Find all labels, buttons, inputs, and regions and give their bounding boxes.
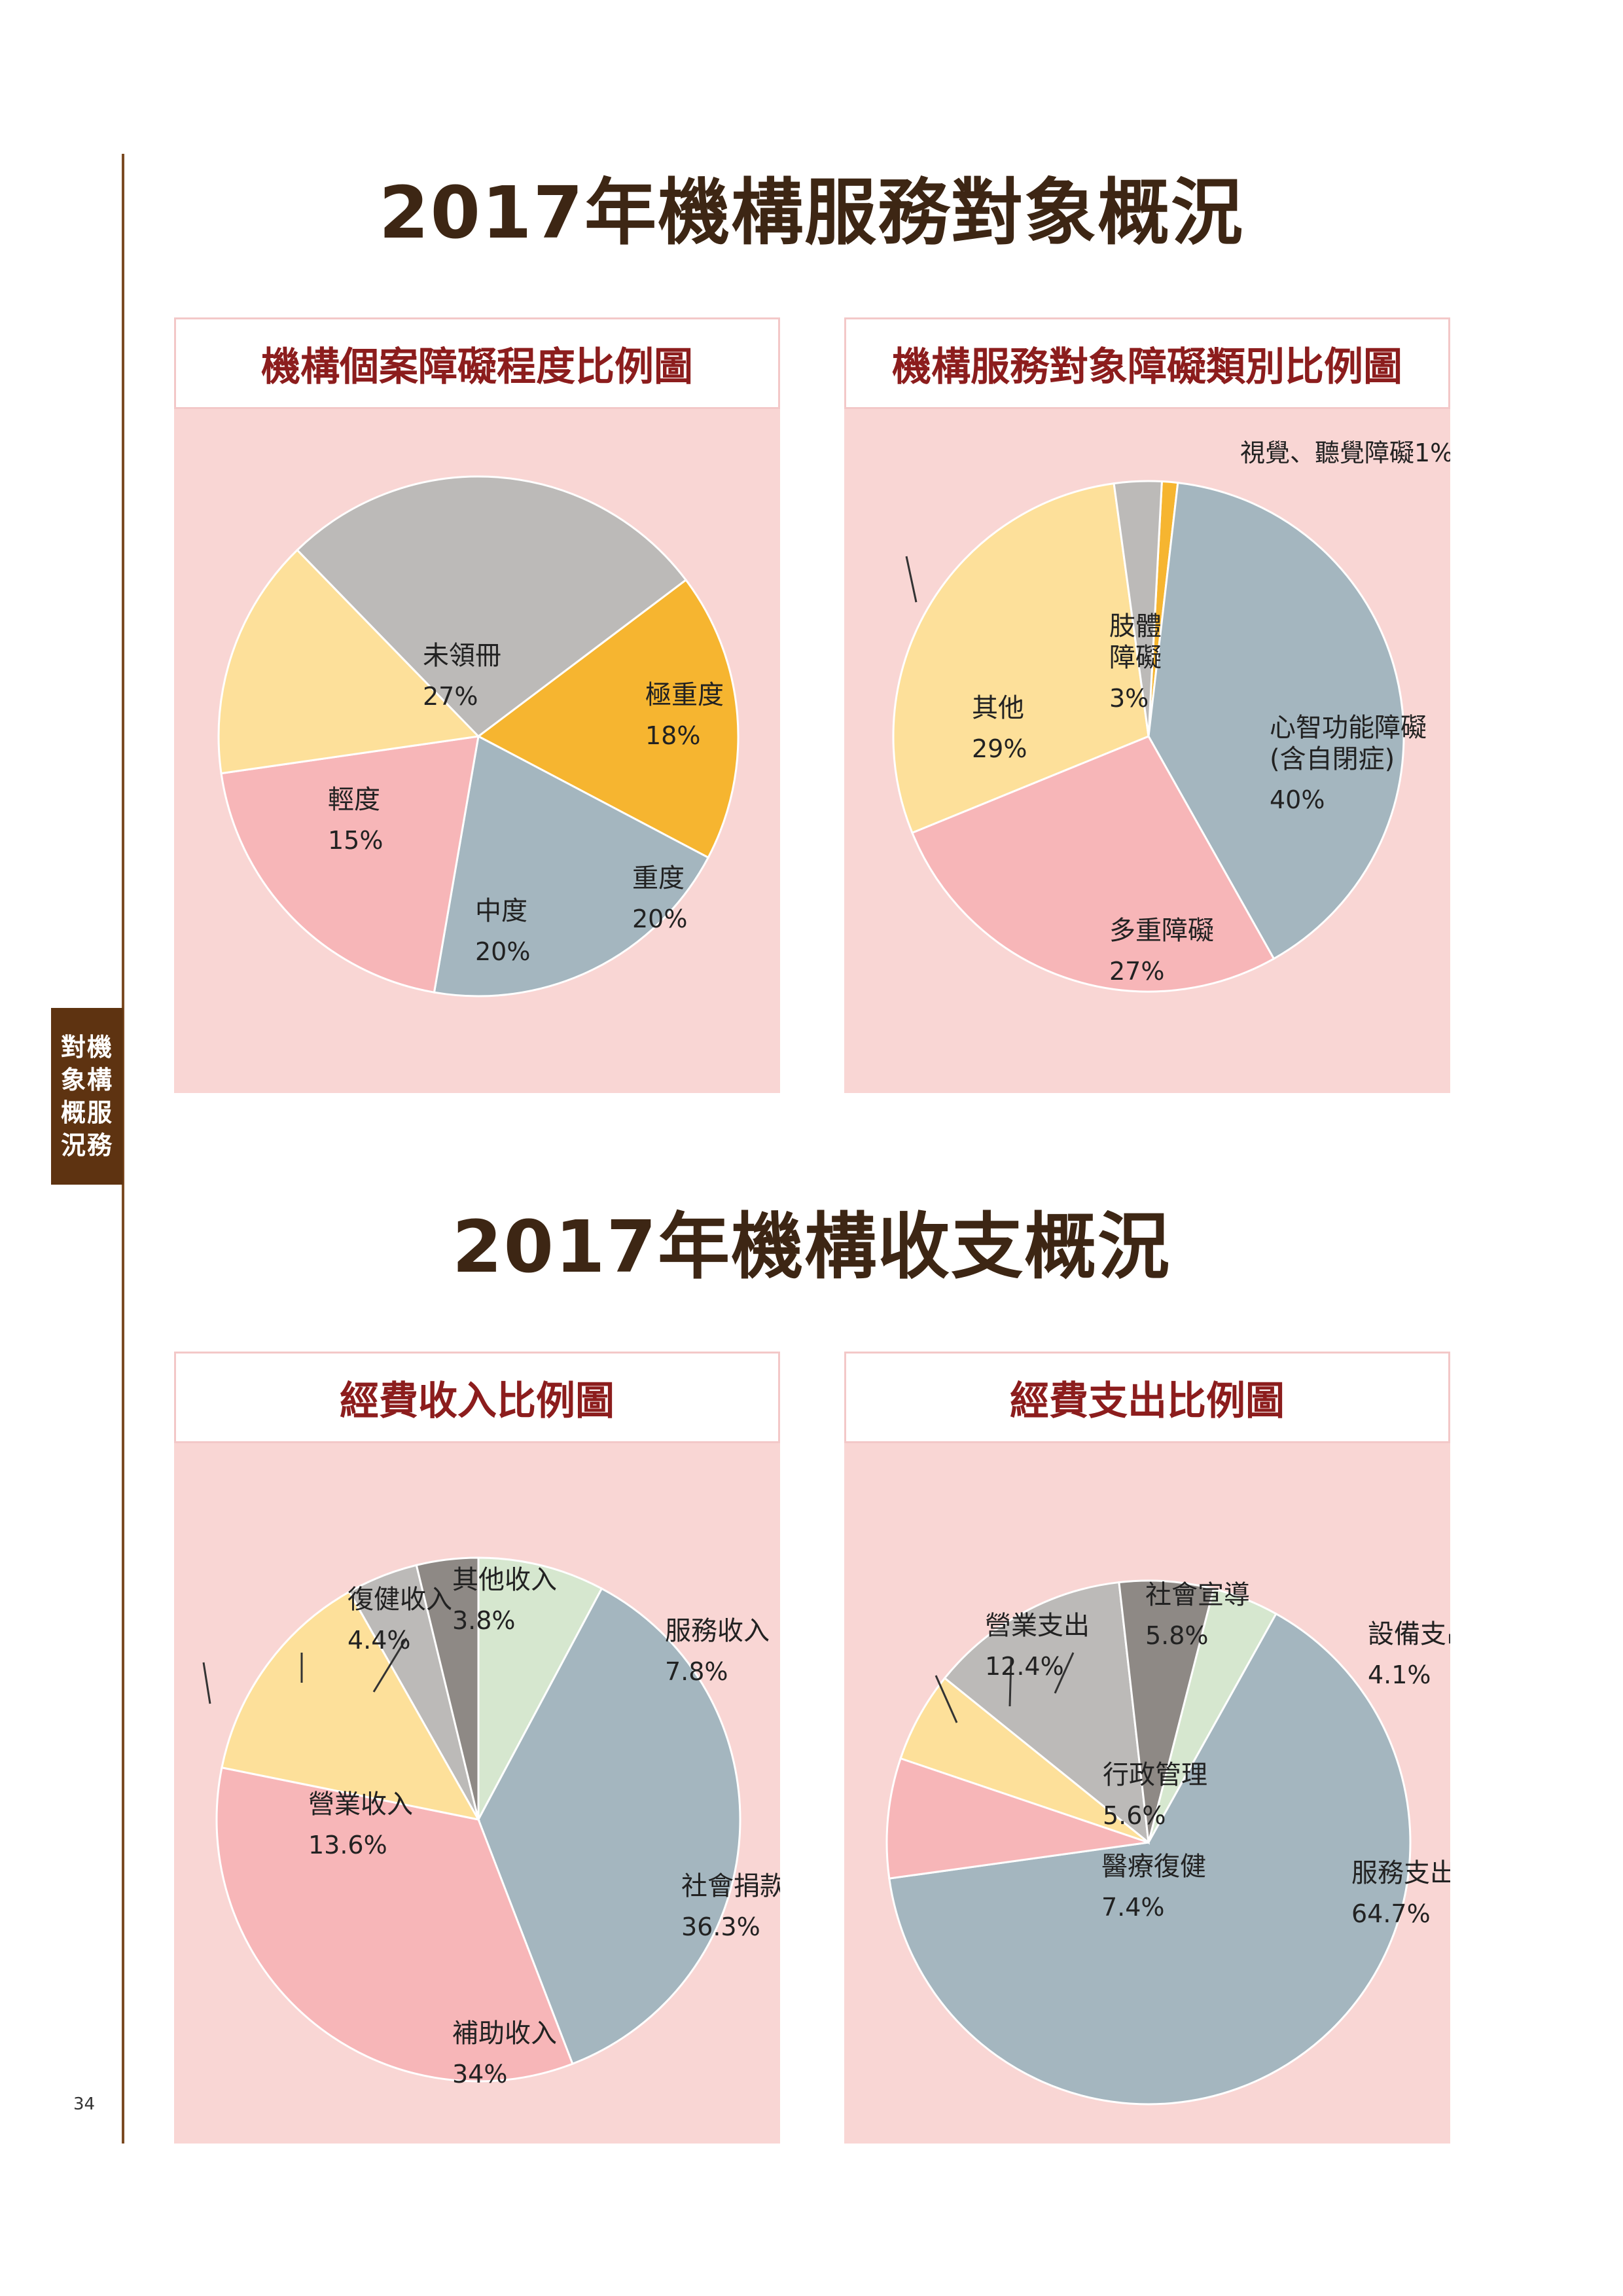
pie-slice bbox=[910, 735, 1275, 993]
pie-chart-disability-type: 視覺、聽覺障礙1% 心智功能障礙(含自閉症) 40% 多重障礙 27% 其他 29% 肢體障礙… bbox=[892, 439, 1454, 993]
pie-slice bbox=[1113, 480, 1163, 737]
side-tab-line: 況務 bbox=[60, 1131, 113, 1160]
slice-label: (含自閉症) bbox=[1270, 744, 1395, 774]
pie-slice bbox=[217, 548, 481, 775]
slice-value-label: 36.3% bbox=[681, 1912, 760, 1941]
slice-label: 服務支出 bbox=[1351, 1858, 1450, 1888]
pie-slice bbox=[899, 1676, 1149, 1844]
leader-line bbox=[202, 1662, 211, 1704]
slice-label: 設備支出 bbox=[1368, 1619, 1450, 1649]
slice-label: 極重度 bbox=[645, 680, 724, 710]
side-rule bbox=[122, 154, 124, 2144]
pie-slice bbox=[415, 1556, 480, 1820]
pie-slice bbox=[943, 1581, 1150, 1845]
slice-label: 重度 bbox=[632, 863, 685, 893]
section-side-tab: 對機 象構 概服 況務 bbox=[51, 1008, 123, 1185]
chart-body: 設備支出 4.1% 服務支出 64.7% 醫療復健 7.4% 行政管理 5.6% 營業支出 12.… bbox=[844, 1443, 1472, 2144]
slice-label: 障礙 bbox=[1109, 643, 1162, 673]
pie-slice bbox=[892, 482, 1150, 834]
pie-slice bbox=[220, 735, 480, 994]
pie-slice bbox=[477, 1556, 603, 1820]
slice-value-label: 29% bbox=[972, 734, 1027, 763]
slice-value-label: 64.7% bbox=[1351, 1899, 1431, 1928]
chart-body: 極重度 18% 重度 20% 中度 20% 輕度 15% 未領冊 27% bbox=[174, 409, 780, 1093]
finance-section-title: 2017年機構收支概況 bbox=[452, 1205, 1171, 1289]
pie-slice bbox=[433, 734, 710, 997]
pie-chart-income: 服務收入 7.8% 社會捐款 36.3% 補助收入 34% 營業收入 13.6% 復健收入 4.4… bbox=[202, 1556, 786, 2089]
side-tab-line: 對機 bbox=[60, 1033, 113, 1062]
pie-slice bbox=[1147, 481, 1405, 960]
slice-value-label: 4.4% bbox=[348, 1626, 411, 1655]
slice-value-label: 27% bbox=[1109, 957, 1164, 986]
slice-label: 營業收入 bbox=[308, 1789, 413, 1820]
slice-label: 多重障礙 bbox=[1109, 916, 1214, 946]
chart-panel-expense: 經費支出比例圖 設備支出 4.1% 服務支出 64.7% 醫療復健 7.4% 行政管理 5.6… bbox=[844, 1352, 1472, 2144]
pie-slice bbox=[296, 475, 688, 738]
slice-label: 輕度 bbox=[328, 785, 380, 815]
slice-label: 醫療復健 bbox=[1101, 1852, 1206, 1882]
chart-panel-disability-level: 機構個案障礙程度比例圖 極重度 18% 重度 20% 中度 20% 輕度 15% 未領冊 27% bbox=[174, 317, 780, 1093]
chart-title: 機構服務對象障礙類別比例圖 bbox=[844, 317, 1450, 409]
slice-label: 營業支出 bbox=[985, 1611, 1090, 1641]
slice-value-label: 18% bbox=[645, 721, 700, 750]
chart-panel-disability-type: 機構服務對象障礙類別比例圖 視覺、聽覺障礙1% 心智功能障礙 (含自閉症) 40% 多重… bbox=[844, 317, 1454, 1093]
slice-label: 視覺、聽覺障礙1% bbox=[1240, 439, 1450, 467]
slice-label: 社會宣導 bbox=[1145, 1580, 1250, 1610]
slice-label: 肢體 bbox=[1109, 611, 1162, 641]
slice-label: 補助收入 bbox=[452, 2018, 557, 2049]
slice-value-label: 13.6% bbox=[308, 1831, 387, 1859]
slice-label: 心智功能障礙 bbox=[1270, 713, 1427, 743]
pie-slice bbox=[477, 1587, 741, 2066]
slice-value-label: 5.8% bbox=[1145, 1621, 1209, 1650]
chart-title: 經費收入比例圖 bbox=[174, 1352, 780, 1443]
slice-value-label: 5.6% bbox=[1103, 1801, 1166, 1830]
slice-value-label: 3.8% bbox=[452, 1606, 516, 1635]
pie-chart-disability-level: 極重度 18% 重度 20% 中度 20% 輕度 15% 未領冊 27% bbox=[217, 475, 740, 997]
slice-value-label: 4.1% bbox=[1368, 1660, 1431, 1689]
slice-label: 未領冊 bbox=[423, 641, 501, 671]
slice-label: 其他 bbox=[972, 693, 1024, 723]
chart-title: 機構個案障礙程度比例圖 bbox=[174, 317, 780, 409]
leader-line bbox=[1008, 1659, 1012, 1707]
chart-body: 服務收入 7.8% 社會捐款 36.3% 補助收入 34% 營業收入 13.6% 復健收入 4.4… bbox=[174, 1443, 786, 2144]
slice-value-label: 7.4% bbox=[1101, 1893, 1165, 1922]
pie-chart-expense: 設備支出 4.1% 服務支出 64.7% 醫療復健 7.4% 行政管理 5.6% 營業支出 12.… bbox=[885, 1579, 1472, 2106]
slice-value-label: 3% bbox=[1109, 684, 1149, 713]
slice-label: 復健收入 bbox=[348, 1585, 452, 1615]
pie-slice bbox=[221, 1590, 480, 1821]
chart-panel-income: 經費收入比例圖 服務收入 7.8% 社會捐款 36.3% 補助收入 34% 營業收入 13.6… bbox=[174, 1352, 786, 2144]
slice-value-label: 15% bbox=[328, 826, 383, 855]
service-section-title: 2017年機構服務對象概況 bbox=[378, 171, 1245, 255]
slice-label: 其他收入 bbox=[452, 1565, 557, 1595]
slice-label: 社會捐款 bbox=[681, 1871, 780, 1901]
leader-line bbox=[372, 1638, 408, 1693]
chart-title: 經費支出比例圖 bbox=[844, 1352, 1450, 1443]
pie-slice bbox=[476, 578, 740, 859]
slice-label: 服務收入 bbox=[665, 1616, 770, 1646]
pie-slice bbox=[215, 1766, 574, 2083]
slice-value-label: 20% bbox=[475, 937, 530, 966]
chart-body: 視覺、聽覺障礙1% 心智功能障礙 (含自閉症) 40% 多重障礙 27% 其他 29% 肢體 障礙… bbox=[844, 409, 1454, 1093]
slice-value-label: 27% bbox=[423, 682, 478, 711]
slice-value-label: 12.4% bbox=[985, 1652, 1064, 1681]
pie-slice bbox=[885, 1757, 1149, 1880]
slice-label: 中度 bbox=[475, 896, 527, 926]
slice-value-label: 40% bbox=[1270, 785, 1325, 814]
leader-line bbox=[1054, 1652, 1075, 1694]
pie-slice bbox=[888, 1612, 1412, 2106]
page-number: 34 bbox=[73, 2094, 96, 2114]
slice-value-label: 20% bbox=[632, 905, 687, 933]
slice-value-label: 34% bbox=[452, 2060, 507, 2089]
pie-slice bbox=[1118, 1579, 1215, 1843]
leader-line bbox=[905, 556, 918, 603]
slice-value-label: 7.8% bbox=[665, 1657, 728, 1686]
leader-line bbox=[935, 1675, 958, 1723]
slice-label: 行政管理 bbox=[1103, 1760, 1207, 1790]
side-tab-line: 象構 bbox=[60, 1066, 113, 1094]
side-tab-line: 概服 bbox=[60, 1098, 113, 1127]
